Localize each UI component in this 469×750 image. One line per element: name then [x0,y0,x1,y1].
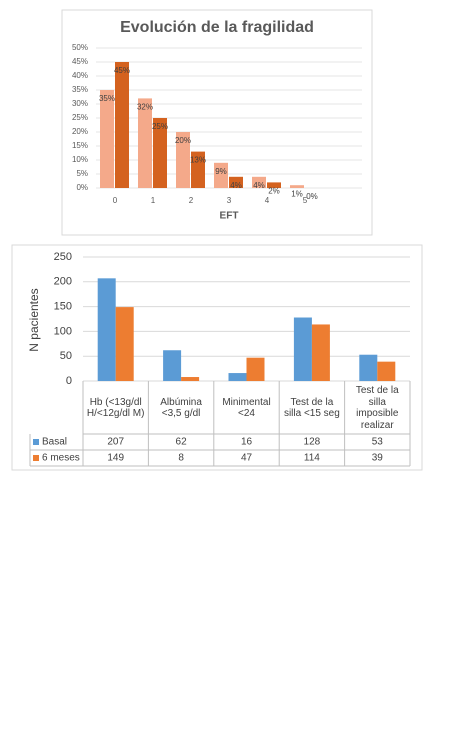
y-tick-label: 40% [72,71,88,80]
data-label: 35% [99,94,115,103]
y-tick-label: 200 [54,276,72,288]
y-tick-label: 250 [54,251,72,263]
x-tick-label: 2 [189,196,194,205]
data-label: 32% [137,103,153,112]
y-tick-label: 150 [54,301,72,313]
y-tick-label: 100 [54,325,72,337]
y-tick-label: 5% [76,169,88,178]
bar [229,176,243,188]
data-label: 20% [175,136,191,145]
bar [293,317,312,381]
bar [163,350,182,381]
y-tick-label: 15% [72,141,88,150]
y-tick-label: 50% [72,43,88,52]
table-value: 53 [372,437,384,448]
table-value: 8 [178,453,184,464]
bar [100,90,114,188]
x-axis-label: EFT [220,211,239,222]
category-label: Test de la silla imposible realizar [355,385,399,431]
table-value: 39 [372,453,384,464]
category-label: Albúmina <3,5 g/dl [160,396,202,420]
bar [267,182,281,188]
chart-frame [11,244,423,471]
legend-label: 6 meses [42,453,80,464]
bar [181,377,200,381]
x-tick-label: 4 [265,196,270,205]
chart-title: Evolución de la fragilidad [120,19,314,36]
table-value: 207 [107,437,124,448]
bar [115,62,129,188]
bar [290,185,304,188]
category-label: Test de la silla <15 seg [283,396,340,420]
legend-swatch [33,439,39,445]
category-label: Hb (<13g/dl H/<12g/dl M) [86,396,145,420]
data-label: 4% [253,181,265,190]
x-tick-label: 0 [113,196,118,205]
y-tick-label: 10% [72,155,88,164]
table-value: 149 [107,453,124,464]
y-tick-label: 30% [72,99,88,108]
bar [138,98,152,188]
y-tick-label: 50 [60,350,72,362]
y-axis-label: N pacientes [27,288,41,351]
data-label: 45% [114,66,130,75]
data-label: 2% [268,187,280,196]
bar [214,162,228,188]
y-tick-label: 0 [66,375,72,387]
y-tick-label: 35% [72,85,88,94]
legend-swatch [33,455,39,461]
bar [228,373,247,381]
bar [191,151,205,188]
bar [153,118,167,188]
legend-label: Basal [42,437,67,448]
y-tick-label: 20% [72,127,88,136]
table-value: 47 [241,453,253,464]
table-value: 62 [176,437,188,448]
data-label: 1% [291,189,303,198]
y-tick-label: 45% [72,57,88,66]
table-value: 128 [304,437,321,448]
bar [115,307,134,381]
data-label: 25% [152,122,168,131]
bar [377,361,396,381]
bar [252,176,266,188]
data-label: 0% [306,192,318,201]
y-tick-label: 25% [72,113,88,122]
y-tick-label: 0% [76,183,88,192]
x-tick-label: 1 [151,196,156,205]
bar [311,324,330,381]
data-label: 9% [215,167,227,176]
bar [176,132,190,188]
x-tick-label: 5 [303,196,308,205]
bar [359,354,378,381]
table-value: 114 [304,453,320,464]
bar [97,278,116,381]
x-tick-label: 3 [227,196,232,205]
table-value: 16 [241,437,253,448]
data-label: 13% [190,156,206,165]
category-label: Minimental <24 [222,396,271,420]
bar [246,357,265,381]
data-label: 4% [230,181,242,190]
